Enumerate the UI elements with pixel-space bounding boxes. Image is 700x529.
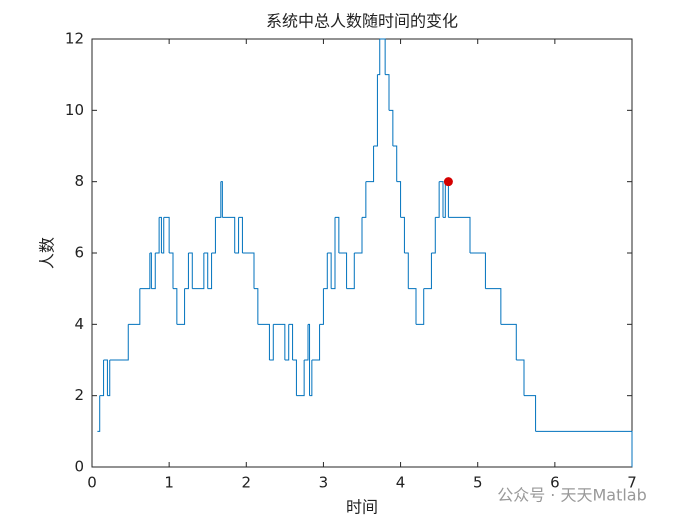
y-tick-label: 6: [74, 244, 84, 262]
step-segment: [535, 430, 633, 467]
step-segment: [284, 324, 290, 361]
step-segment: [103, 359, 108, 396]
step-segment: [448, 216, 471, 253]
step-segment: [128, 288, 141, 325]
step-segment: [389, 109, 394, 146]
step-segment: [242, 252, 255, 289]
step-segment: [222, 216, 236, 253]
step-segment: [161, 217, 165, 254]
step-segment: [184, 253, 189, 290]
y-tick-label: 2: [74, 386, 84, 404]
step-segment: [396, 181, 402, 218]
step-segment: [524, 395, 537, 432]
step-segment: [362, 181, 367, 218]
step-segment: [400, 216, 405, 253]
step-segment: [404, 252, 409, 289]
step-segment: [149, 252, 152, 289]
step-segment: [470, 252, 486, 289]
step-segment: [254, 288, 259, 325]
step-segment: [408, 288, 417, 325]
x-tick-label: 6: [550, 474, 560, 492]
y-tick-label: 8: [74, 172, 84, 190]
step-segment: [238, 216, 243, 253]
y-tick-label: 0: [74, 458, 84, 476]
step-segment: [354, 217, 363, 254]
step-segment: [169, 252, 174, 289]
x-axis-label: 时间: [346, 498, 378, 517]
step-segment: [319, 288, 324, 325]
step-segment: [331, 217, 336, 290]
step-segment: [211, 217, 216, 254]
step-segment: [373, 74, 378, 147]
x-tick-label: 5: [473, 474, 483, 492]
step-segment: [163, 216, 170, 253]
step-segment: [485, 288, 502, 325]
step-segment: [288, 323, 294, 360]
step-segment: [139, 253, 151, 290]
step-segment: [365, 146, 375, 183]
step-segment: [97, 395, 101, 432]
x-tick-label: 1: [164, 474, 174, 492]
chart-title: 系统中总人数随时间的变化: [266, 12, 458, 31]
step-segment: [188, 252, 193, 289]
step-segment: [107, 360, 111, 397]
step-segment: [311, 324, 321, 361]
marker-point: [443, 177, 453, 187]
step-segment: [159, 216, 162, 253]
y-tick-label: 10: [65, 101, 84, 119]
step-segment: [323, 253, 328, 290]
step-segment: [379, 38, 386, 75]
step-segment: [377, 39, 381, 76]
step-segment: [257, 323, 270, 360]
step-segment: [220, 181, 223, 218]
step-segment: [327, 252, 332, 289]
step-segment: [443, 181, 446, 218]
step-segment: [269, 324, 274, 361]
step-segment: [176, 288, 186, 325]
step-segment: [416, 288, 425, 325]
step-segment: [338, 252, 348, 289]
step-segment: [439, 181, 444, 218]
step-segment: [335, 216, 340, 253]
step-segment: [385, 74, 390, 111]
x-tick-label: 3: [319, 474, 329, 492]
watermark: 公众号 · 天天Matlab: [497, 486, 647, 505]
step-segment: [292, 359, 297, 396]
x-tick-label: 7: [627, 474, 637, 492]
step-segment: [203, 252, 209, 289]
x-tick-label: 4: [396, 474, 406, 492]
step-segment: [392, 145, 398, 182]
step-segment: [309, 360, 313, 397]
x-tick-label: 2: [242, 474, 252, 492]
step-segment: [109, 324, 129, 361]
step-segment: [500, 323, 517, 360]
y-axis-label: 人数: [38, 237, 57, 269]
step-segment: [215, 181, 222, 218]
y-tick-label: 12: [65, 30, 84, 48]
step-segment: [435, 181, 440, 218]
step-segment: [423, 253, 432, 290]
step-segment: [155, 217, 160, 254]
step-segment: [308, 323, 311, 396]
step-segment: [431, 217, 436, 254]
step-segment: [304, 324, 309, 361]
step-segment: [192, 253, 205, 290]
x-tick-label: 0: [87, 474, 97, 492]
step-segment: [207, 253, 213, 290]
step-segment: [99, 360, 105, 397]
step-segment: [296, 360, 305, 397]
y-tick-label: 4: [74, 315, 84, 333]
step-segment: [346, 253, 355, 290]
step-segment: [273, 323, 286, 360]
step-segment: [234, 217, 240, 254]
step-segment: [151, 253, 156, 290]
step-segment: [516, 359, 525, 396]
step-segment: [173, 288, 178, 325]
